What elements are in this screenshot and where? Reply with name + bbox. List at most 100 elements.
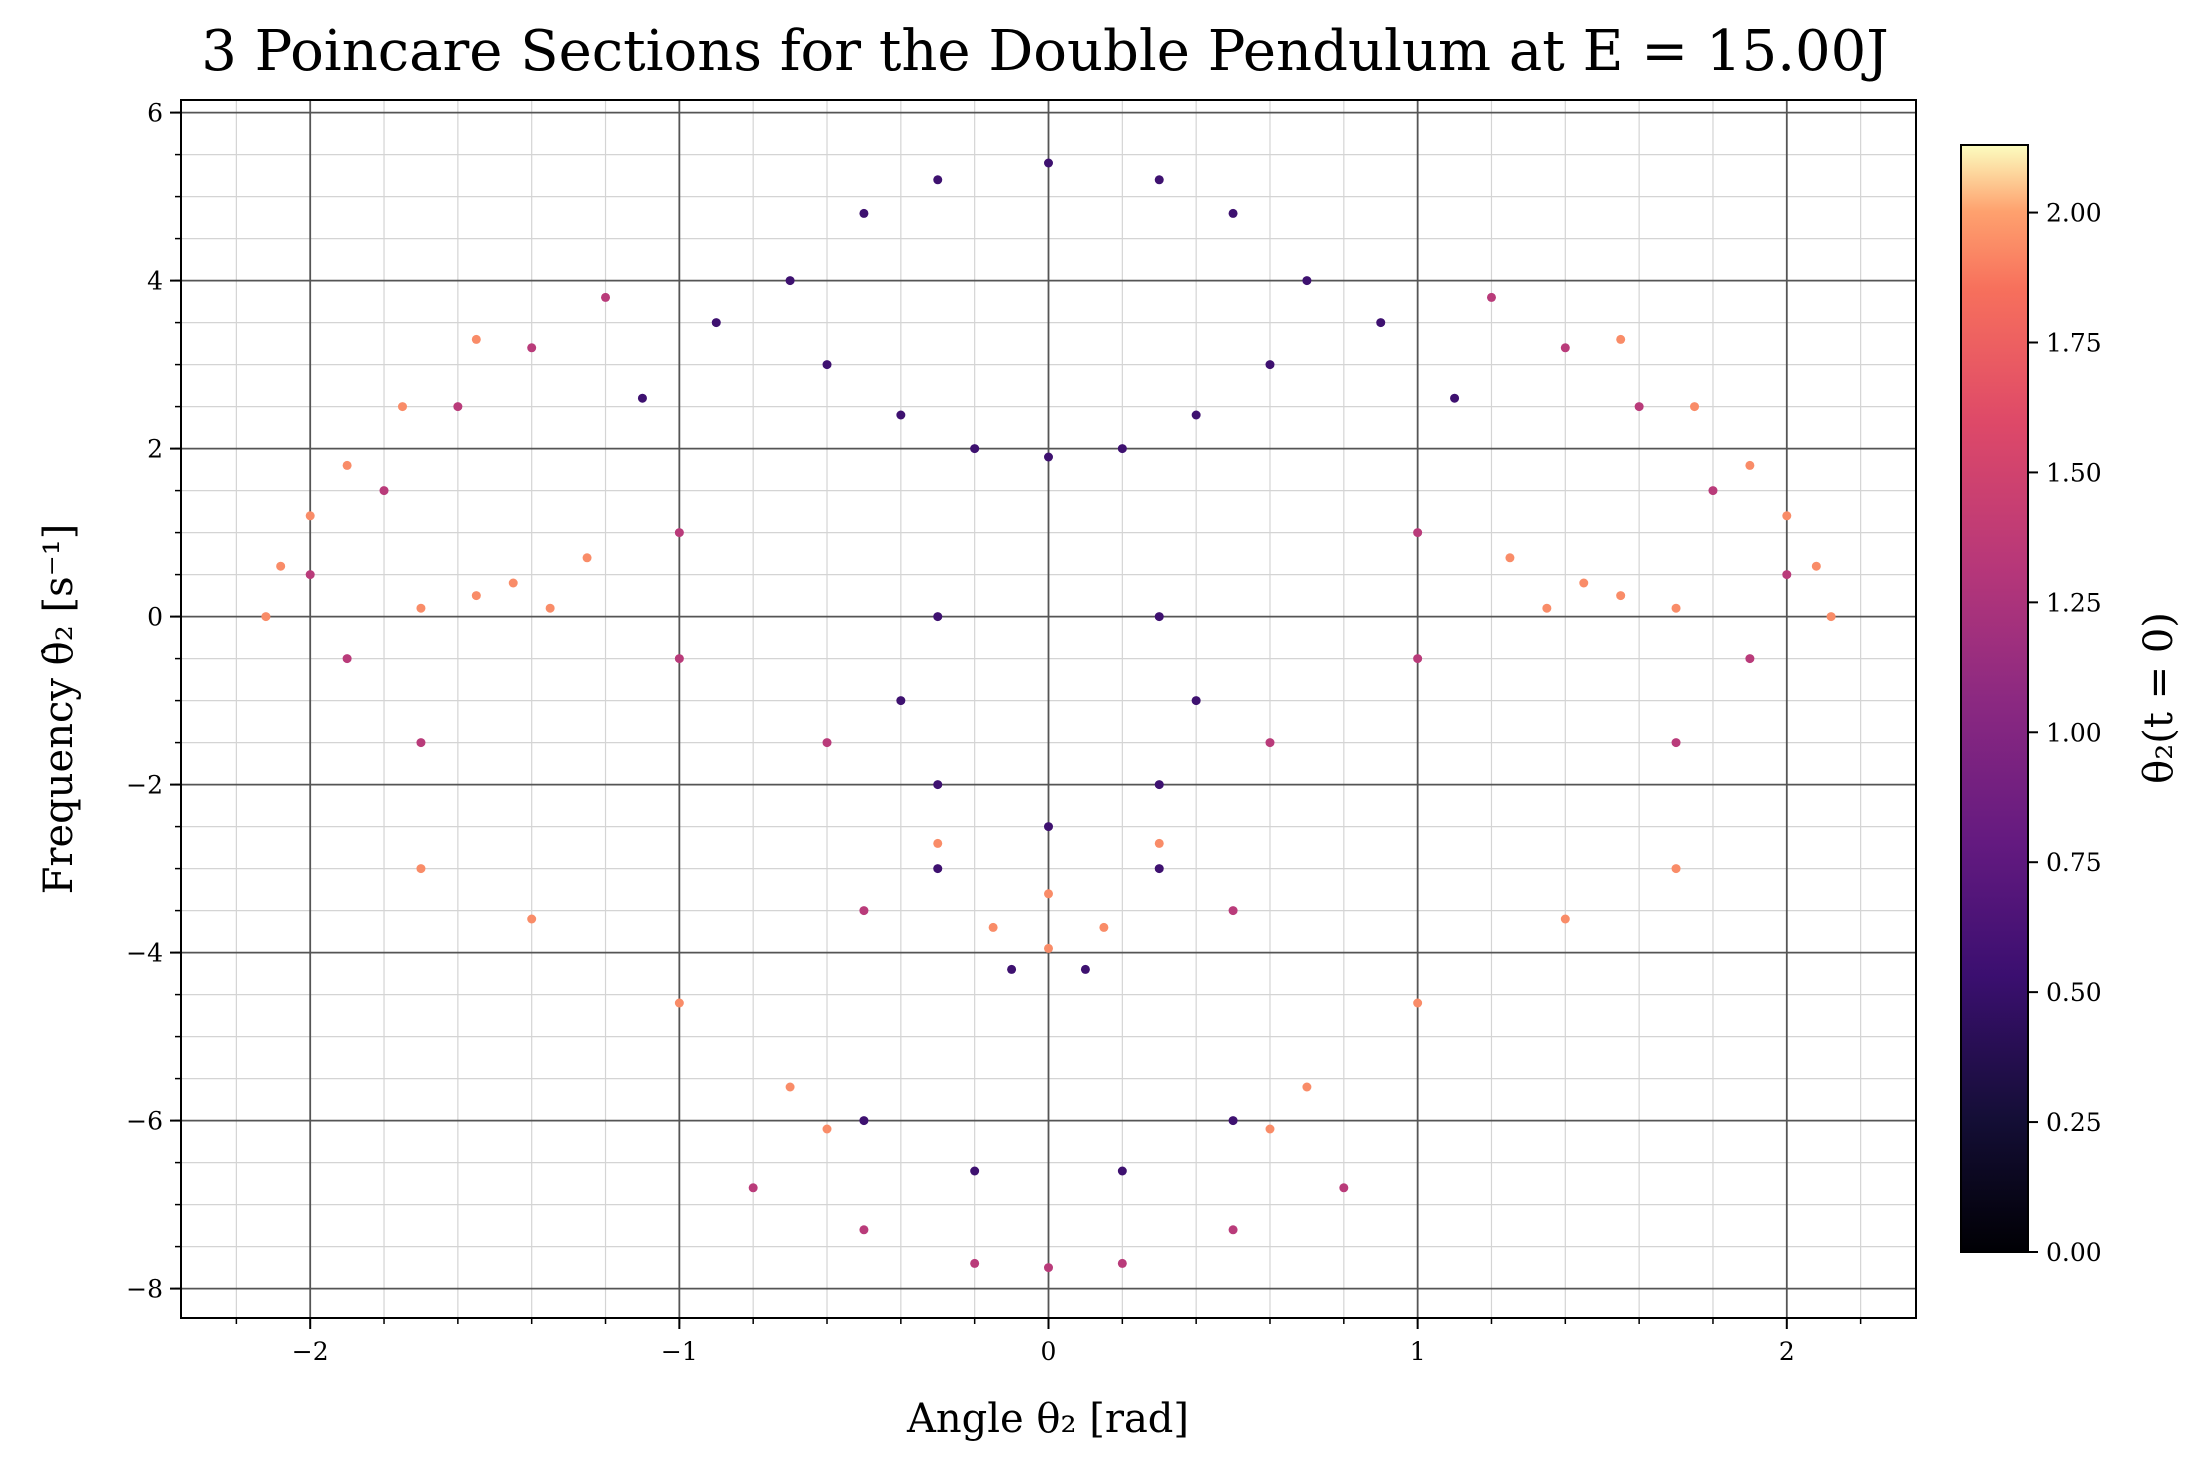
x-axis-label: Angle θ₂ [rad]: [906, 1396, 1189, 1442]
series-2: [305, 292, 1792, 1273]
series-3: [261, 334, 1836, 1134]
y-tick-label: 4: [147, 267, 163, 296]
data-point: [1579, 578, 1589, 588]
data-point: [1044, 1263, 1053, 1273]
y-axis-ticks: −8 −6 −4 −2 0 2 4 6: [126, 99, 181, 1304]
y-tick-label: −2: [126, 771, 163, 800]
data-point: [1505, 553, 1515, 563]
data-point: [1044, 452, 1053, 462]
data-point: [933, 838, 943, 848]
data-point: [471, 334, 481, 344]
data-point: [379, 486, 389, 496]
data-point: [933, 864, 943, 874]
data-point: [1616, 591, 1626, 601]
data-point: [748, 1183, 758, 1193]
data-point: [1228, 1116, 1238, 1126]
data-point: [988, 922, 998, 932]
data-point: [545, 603, 555, 613]
data-point: [305, 570, 315, 580]
data-point: [416, 864, 426, 874]
data-point: [785, 1082, 795, 1092]
series-1: [637, 158, 1460, 1176]
data-point: [1339, 1183, 1349, 1193]
data-point: [1044, 158, 1053, 168]
data-point: [1560, 914, 1570, 924]
data-point: [1690, 402, 1700, 412]
y-tick-label: 2: [147, 435, 163, 464]
data-point: [674, 528, 684, 538]
data-point: [1265, 360, 1275, 370]
data-point: [582, 553, 592, 563]
colorbar-ticks: 0.00 0.25 0.50 0.75 1.00 1.25 1.50 1.75 2.00: [2028, 199, 2102, 1267]
data-point: [1671, 738, 1681, 748]
data-point: [276, 561, 286, 571]
data-point: [674, 654, 684, 664]
data-point: [785, 276, 795, 286]
data-point: [1265, 738, 1275, 748]
data-point: [305, 511, 315, 521]
colorbar-tick-label: 2.00: [2046, 199, 2102, 228]
y-tick-label: 0: [147, 603, 163, 632]
data-point: [342, 654, 352, 664]
chart-title: 3 Poincare Sections for the Double Pendu…: [201, 19, 1889, 84]
data-point: [1708, 486, 1718, 496]
data-point: [453, 402, 463, 412]
colorbar-tick-label: 0.50: [2046, 978, 2102, 1007]
data-point: [1007, 964, 1017, 974]
data-point: [1413, 998, 1423, 1008]
data-point: [859, 1116, 869, 1126]
data-point: [416, 603, 426, 613]
data-point: [822, 360, 832, 370]
data-point: [1671, 603, 1681, 613]
data-point: [822, 1124, 832, 1134]
data-point: [1745, 460, 1755, 470]
data-point: [1117, 444, 1127, 454]
data-point: [1413, 528, 1423, 538]
data-point: [508, 578, 518, 588]
data-point: [1099, 922, 1109, 932]
data-point: [933, 612, 943, 622]
data-point: [471, 591, 481, 601]
data-point: [1154, 864, 1164, 874]
data-point: [970, 1166, 980, 1176]
data-point: [822, 738, 832, 748]
data-point: [1634, 402, 1644, 412]
x-tick-label: 2: [1779, 1337, 1795, 1366]
data-point: [1265, 1124, 1275, 1134]
data-point: [1228, 208, 1238, 218]
data-point: [1376, 318, 1386, 328]
colorbar-label: θ₂(t = 0): [2136, 612, 2182, 784]
data-point: [1080, 964, 1090, 974]
data-point: [601, 292, 611, 302]
data-point: [1191, 410, 1201, 420]
colorbar-tick-label: 1.25: [2046, 588, 2102, 617]
data-point: [970, 444, 980, 454]
data-point: [933, 780, 943, 790]
data-point: [1154, 780, 1164, 790]
data-point: [342, 460, 352, 470]
data-point: [1745, 654, 1755, 664]
data-point: [1811, 561, 1821, 571]
y-tick-label: −6: [126, 1107, 163, 1136]
y-tick-label: −8: [126, 1275, 163, 1304]
data-point: [637, 393, 647, 403]
data-point: [1228, 1225, 1238, 1235]
x-tick-label: 1: [1410, 1337, 1426, 1366]
data-point: [1413, 654, 1423, 664]
data-point: [527, 343, 537, 353]
x-tick-label: −2: [292, 1337, 329, 1366]
data-point: [1782, 511, 1792, 521]
data-point: [1542, 603, 1552, 613]
colorbar-tick-label: 1.00: [2046, 718, 2102, 747]
data-point: [1671, 864, 1681, 874]
data-point: [1044, 822, 1053, 832]
data-point: [674, 998, 684, 1008]
data-point: [859, 208, 869, 218]
y-axis-label: Frequency θ̇₂ [s⁻¹]: [36, 524, 82, 895]
colorbar-tick-label: 1.50: [2046, 458, 2102, 487]
data-point: [1154, 838, 1164, 848]
data-point: [1302, 1082, 1312, 1092]
data-point: [261, 612, 271, 622]
data-point: [1117, 1166, 1127, 1176]
